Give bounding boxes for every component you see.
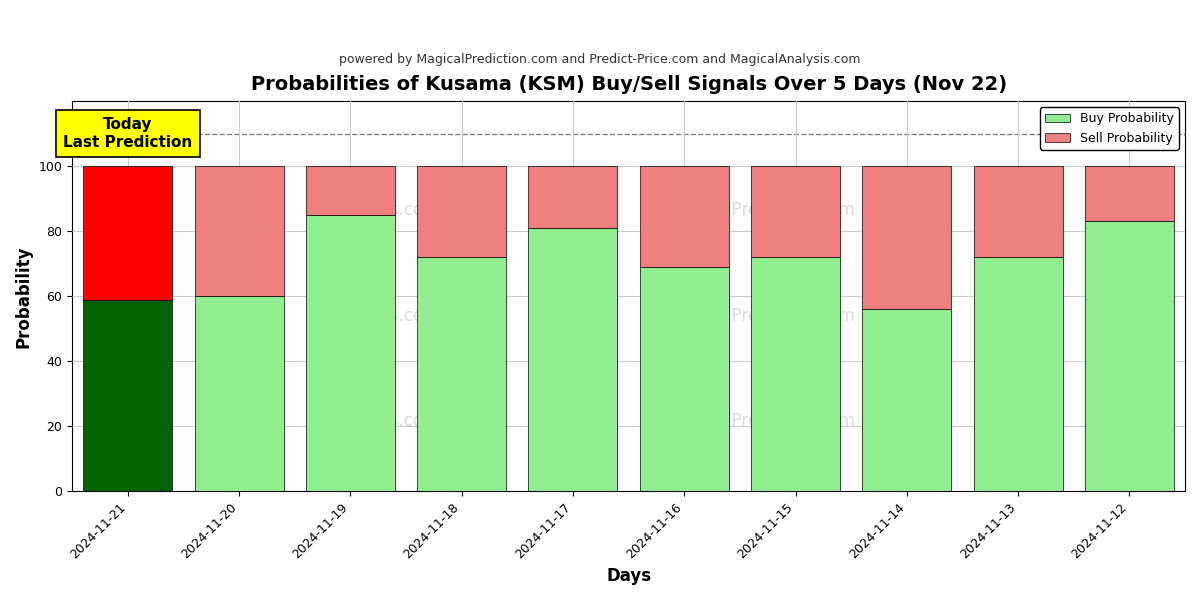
- Text: MagicalPrediction.com: MagicalPrediction.com: [668, 202, 856, 220]
- Bar: [863, 309, 952, 491]
- Bar: [528, 228, 618, 491]
- Text: Today
Last Prediction: Today Last Prediction: [64, 118, 192, 150]
- Bar: [528, 166, 618, 228]
- Bar: [640, 166, 728, 267]
- Bar: [751, 166, 840, 257]
- Bar: [1085, 221, 1174, 491]
- Bar: [418, 257, 506, 491]
- Y-axis label: Probability: Probability: [16, 245, 34, 347]
- Bar: [863, 166, 952, 309]
- Bar: [306, 166, 395, 215]
- Text: calAnalysis.com: calAnalysis.com: [306, 412, 439, 430]
- Bar: [194, 296, 283, 491]
- Bar: [83, 166, 173, 299]
- Bar: [418, 166, 506, 257]
- Bar: [306, 215, 395, 491]
- Bar: [1085, 166, 1174, 221]
- Text: powered by MagicalPrediction.com and Predict-Price.com and MagicalAnalysis.com: powered by MagicalPrediction.com and Pre…: [340, 53, 860, 66]
- Bar: [973, 166, 1062, 257]
- Text: calAnalysis.com: calAnalysis.com: [306, 307, 439, 325]
- Bar: [640, 267, 728, 491]
- Bar: [194, 166, 283, 296]
- Bar: [83, 299, 173, 491]
- Text: MagicalPrediction.com: MagicalPrediction.com: [668, 307, 856, 325]
- Bar: [751, 257, 840, 491]
- X-axis label: Days: Days: [606, 567, 652, 585]
- Title: Probabilities of Kusama (KSM) Buy/Sell Signals Over 5 Days (Nov 22): Probabilities of Kusama (KSM) Buy/Sell S…: [251, 75, 1007, 94]
- Text: calAnalysis.com: calAnalysis.com: [306, 202, 439, 220]
- Bar: [973, 257, 1062, 491]
- Text: MagicalPrediction.com: MagicalPrediction.com: [668, 412, 856, 430]
- Legend: Buy Probability, Sell Probability: Buy Probability, Sell Probability: [1040, 107, 1178, 149]
